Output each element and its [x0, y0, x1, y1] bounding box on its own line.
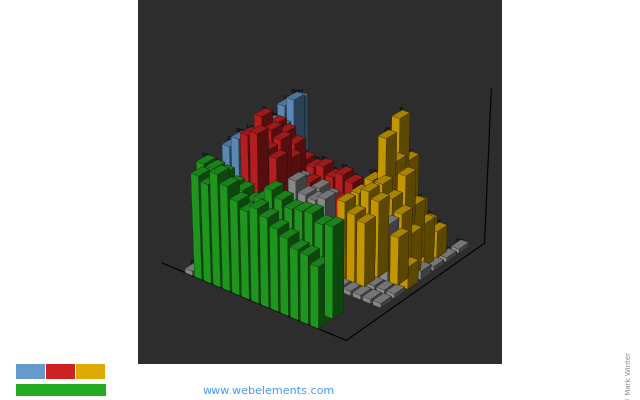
- Text: Bond enthalpy of diatomic M-F molecules: Bond enthalpy of diatomic M-F molecules: [125, 364, 413, 378]
- Text: www.webelements.com: www.webelements.com: [203, 386, 335, 396]
- Bar: [16, 364, 45, 379]
- Bar: [46, 364, 75, 379]
- Bar: [16, 384, 106, 396]
- Bar: [76, 364, 105, 379]
- Text: © Mark Winter: © Mark Winter: [627, 352, 632, 400]
